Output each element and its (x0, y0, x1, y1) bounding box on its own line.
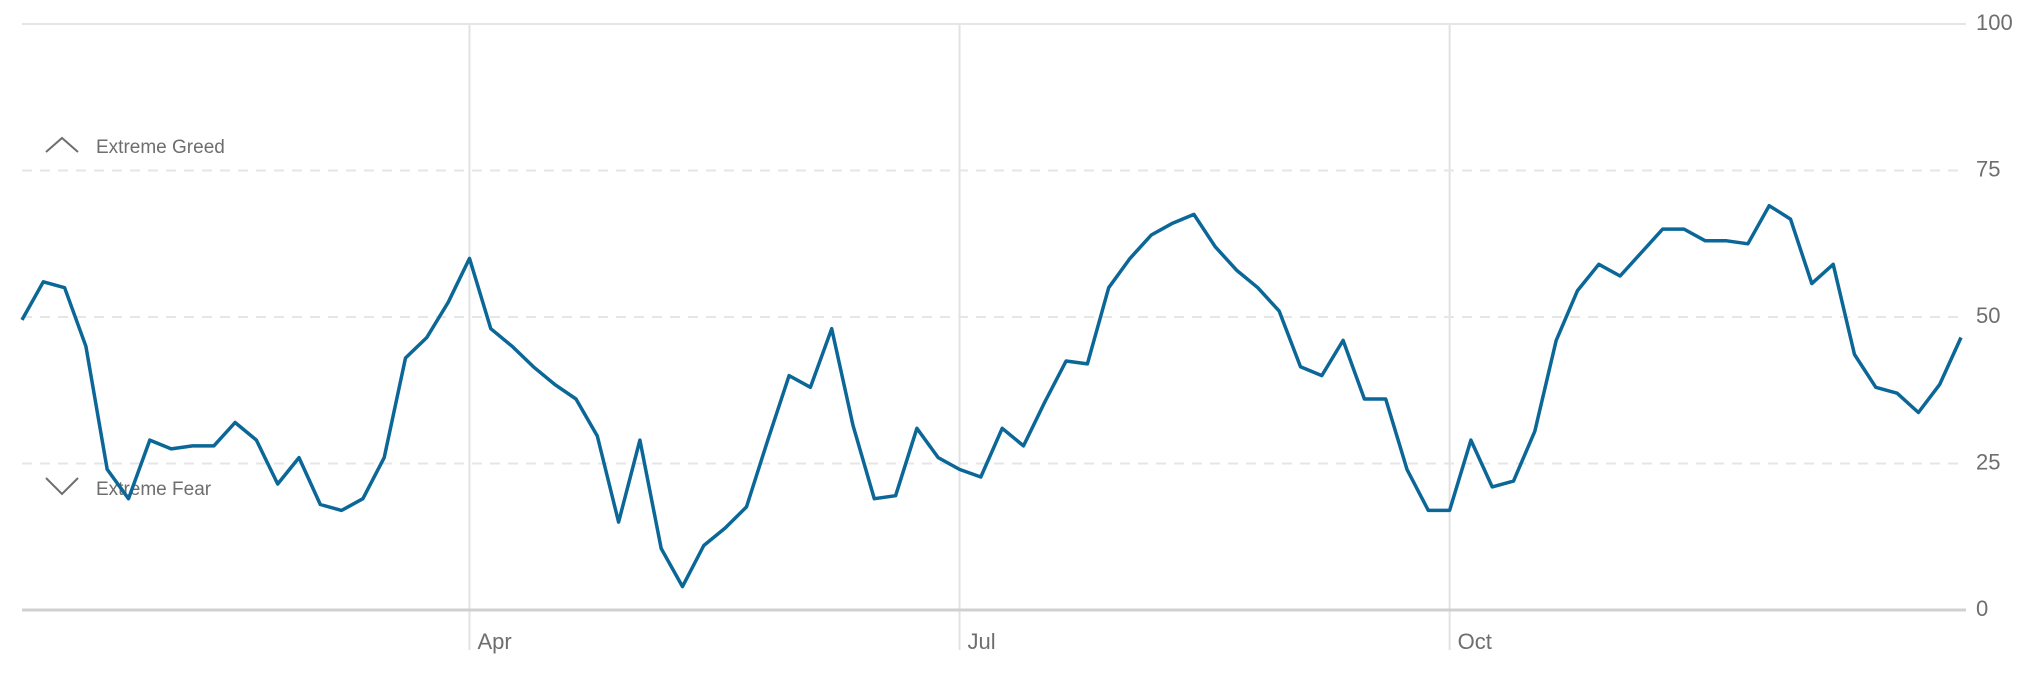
x-tick-label: Jul (968, 629, 996, 654)
y-tick-label: 25 (1976, 449, 2000, 474)
x-tick-label: Oct (1458, 629, 1492, 654)
x-tick-label: Apr (477, 629, 511, 654)
y-tick-label: 75 (1976, 156, 2000, 181)
fear-icon (45, 477, 79, 496)
y-tick-label: 50 (1976, 303, 2000, 328)
index-line (20, 203, 1963, 589)
greed-icon (45, 136, 79, 153)
y-tick-label: 0 (1976, 596, 1988, 621)
annotation: Extreme Greed (96, 137, 225, 158)
annotation: Extreme Fear (96, 479, 212, 500)
y-tick-label: 100 (1976, 10, 2013, 35)
